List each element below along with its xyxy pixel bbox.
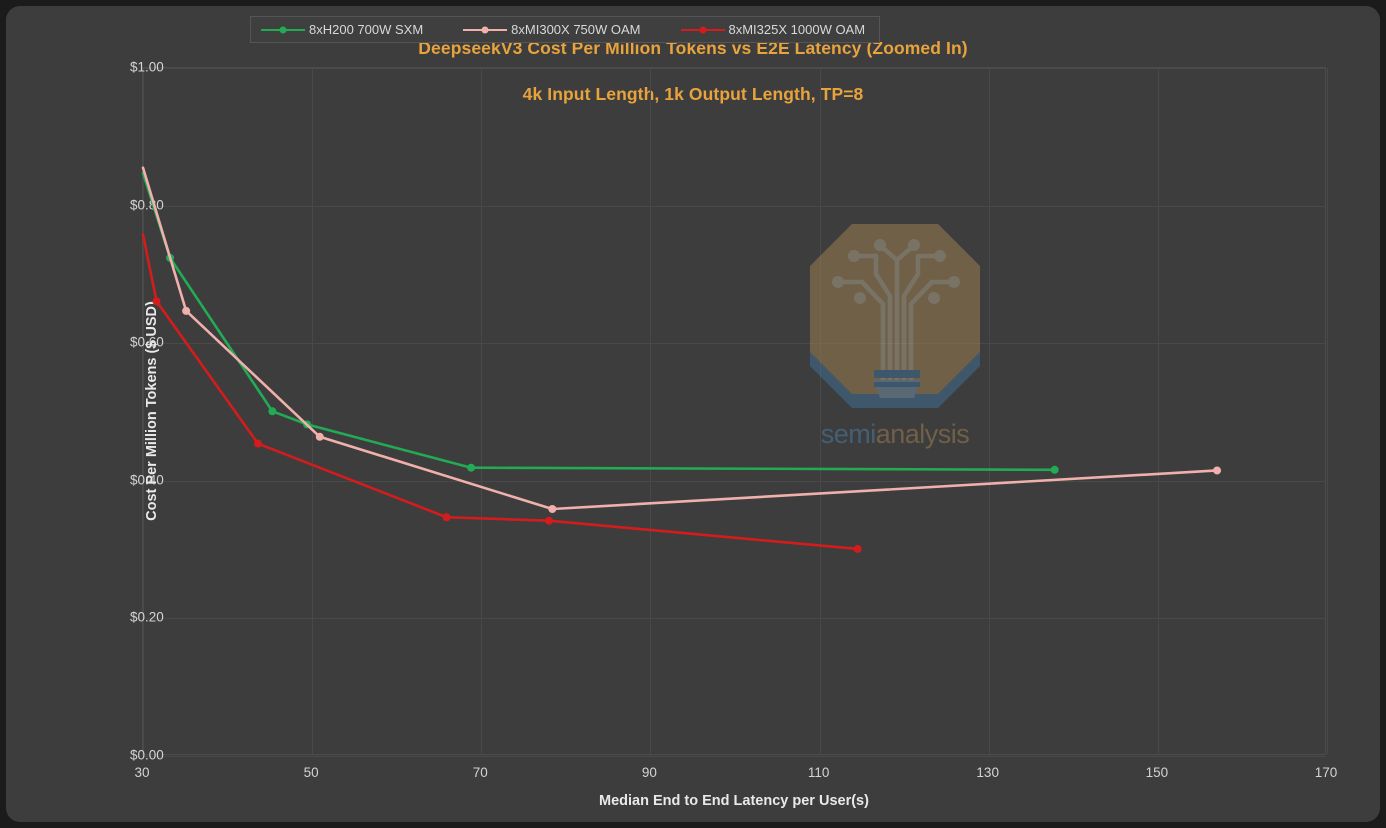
x-tick-label: 50 bbox=[303, 765, 319, 780]
legend-label-h200: 8xH200 700W SXM bbox=[309, 22, 424, 37]
gridline-horizontal bbox=[143, 480, 1325, 482]
gridline-horizontal bbox=[143, 343, 1325, 345]
gridline-horizontal bbox=[143, 618, 1325, 620]
gridline-vertical bbox=[650, 68, 652, 754]
data-point-marker bbox=[548, 505, 557, 514]
x-axis-label: Median End to End Latency per User(s) bbox=[599, 793, 869, 809]
series-group-0 bbox=[141, 171, 1059, 474]
data-point-marker bbox=[315, 432, 324, 441]
data-point-marker bbox=[544, 516, 553, 525]
x-tick-label: 30 bbox=[134, 765, 150, 780]
legend-swatch-h200 bbox=[261, 24, 305, 36]
legend-marker-mi325x bbox=[699, 26, 706, 33]
series-group-2 bbox=[141, 233, 862, 553]
data-point-marker bbox=[254, 439, 263, 448]
plot-area bbox=[141, 67, 1328, 757]
legend-marker-mi300x bbox=[481, 26, 489, 33]
x-tick-label: 130 bbox=[976, 765, 999, 780]
x-tick-label: 110 bbox=[807, 765, 830, 780]
legend-item-mi325x[interactable]: 8xMI325X 1000W OAM bbox=[680, 22, 866, 37]
legend-swatch-mi325x bbox=[680, 24, 725, 36]
data-point-marker bbox=[268, 407, 277, 416]
x-tick-label: 150 bbox=[1145, 765, 1169, 780]
gridline-vertical bbox=[481, 68, 483, 754]
legend-label-mi325x: 8xMI325X 1000W OAM bbox=[728, 22, 866, 37]
series-lines bbox=[141, 166, 1222, 553]
legend-item-h200[interactable]: 8xH200 700W SXM bbox=[261, 22, 423, 37]
gridline-horizontal bbox=[143, 205, 1325, 207]
series-group-1 bbox=[141, 166, 1222, 514]
data-point-marker bbox=[152, 297, 161, 306]
x-tick-label: 70 bbox=[472, 765, 488, 780]
gridline-vertical bbox=[988, 68, 990, 754]
chart-title-line1: DeepseekV3 Cost Per Million Tokens vs E2… bbox=[418, 38, 968, 59]
data-point-marker bbox=[467, 463, 476, 472]
gridline-vertical bbox=[1157, 68, 1159, 754]
gridline-horizontal bbox=[143, 68, 1325, 69]
gridline-vertical bbox=[312, 68, 314, 754]
series-line bbox=[141, 166, 1219, 511]
data-point-marker bbox=[442, 513, 451, 522]
gridline-vertical bbox=[143, 68, 144, 754]
gridline-vertical bbox=[819, 68, 821, 754]
legend-label-mi300x: 8xMI300X 750W OAM bbox=[511, 22, 641, 37]
chart-title-line2: 4k Input Length, 1k Output Length, TP=8 bbox=[522, 84, 864, 105]
data-point-marker bbox=[182, 306, 191, 315]
x-tick-label: 170 bbox=[1314, 765, 1338, 780]
x-tick-label: 90 bbox=[641, 765, 657, 780]
chart-legend[interactable]: 8xH200 700W SXM 8xMI300X 750W OAM 8xMI32… bbox=[250, 16, 881, 43]
chart-title: DeepseekV3 Cost Per Million Tokens vs E2… bbox=[6, 14, 1380, 129]
chart-figure: DeepseekV3 Cost Per Million Tokens vs E2… bbox=[6, 6, 1380, 822]
gridline-horizontal bbox=[143, 756, 1325, 757]
series-line bbox=[141, 171, 1056, 472]
data-point-marker bbox=[1050, 465, 1059, 474]
legend-swatch-mi300x bbox=[463, 24, 508, 36]
legend-item-mi300x[interactable]: 8xMI300X 750W OAM bbox=[463, 22, 641, 37]
data-point-marker bbox=[853, 544, 862, 553]
data-point-marker bbox=[1213, 466, 1222, 475]
gridline-vertical bbox=[1327, 68, 1328, 754]
series-line bbox=[141, 233, 859, 551]
legend-marker-h200 bbox=[279, 26, 287, 33]
